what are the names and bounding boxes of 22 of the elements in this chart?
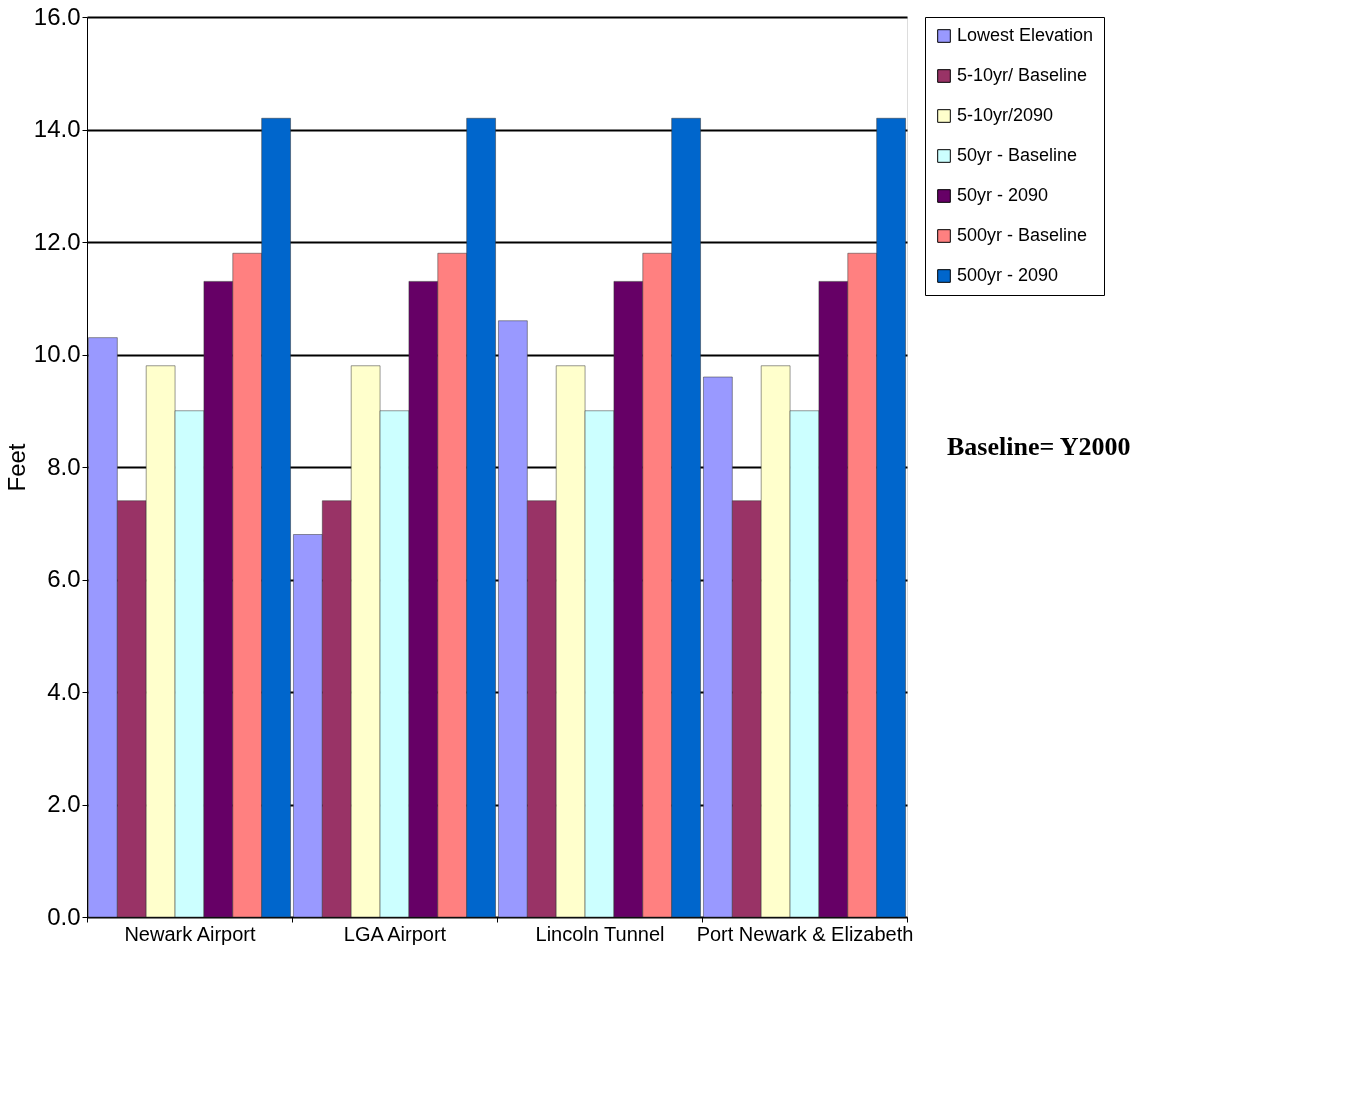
legend-label: 5-10yr/2090 (957, 105, 1054, 125)
y-tick-label: 16.0 (33, 2, 81, 30)
y-tick-label: 14.0 (33, 115, 81, 142)
legend-label: Lowest Elevation (957, 25, 1094, 45)
y-tick-label: 10.0 (33, 340, 81, 367)
legend-label: 5-10yr/ Baseline (957, 65, 1088, 85)
y-tick-label: 0.0 (47, 902, 81, 930)
y-tick-label: 8.0 (47, 452, 81, 480)
y-tick-label: 4.0 (47, 677, 81, 705)
y-tick-label: 12.0 (33, 227, 81, 255)
legend-label: 50yr - Baseline (957, 145, 1078, 165)
legend-label: 50yr - 2090 (957, 185, 1049, 205)
y-tick-label: 2.0 (47, 790, 81, 817)
legend-label: 500yr - 2090 (957, 265, 1059, 285)
x-tick-label: Port Newark & Elizabeth (696, 922, 914, 945)
x-tick-label: LGA Airport (343, 922, 447, 945)
x-tick-label: Lincoln Tunnel (535, 922, 665, 945)
text: Baseline= Y2000 (947, 432, 1131, 461)
legend-label: 500yr - Baseline (957, 225, 1088, 245)
y-tick-label: 6.0 (47, 565, 81, 592)
x-tick-label: Newark Airport (124, 922, 257, 945)
y-axis-title: Feet (2, 443, 30, 492)
